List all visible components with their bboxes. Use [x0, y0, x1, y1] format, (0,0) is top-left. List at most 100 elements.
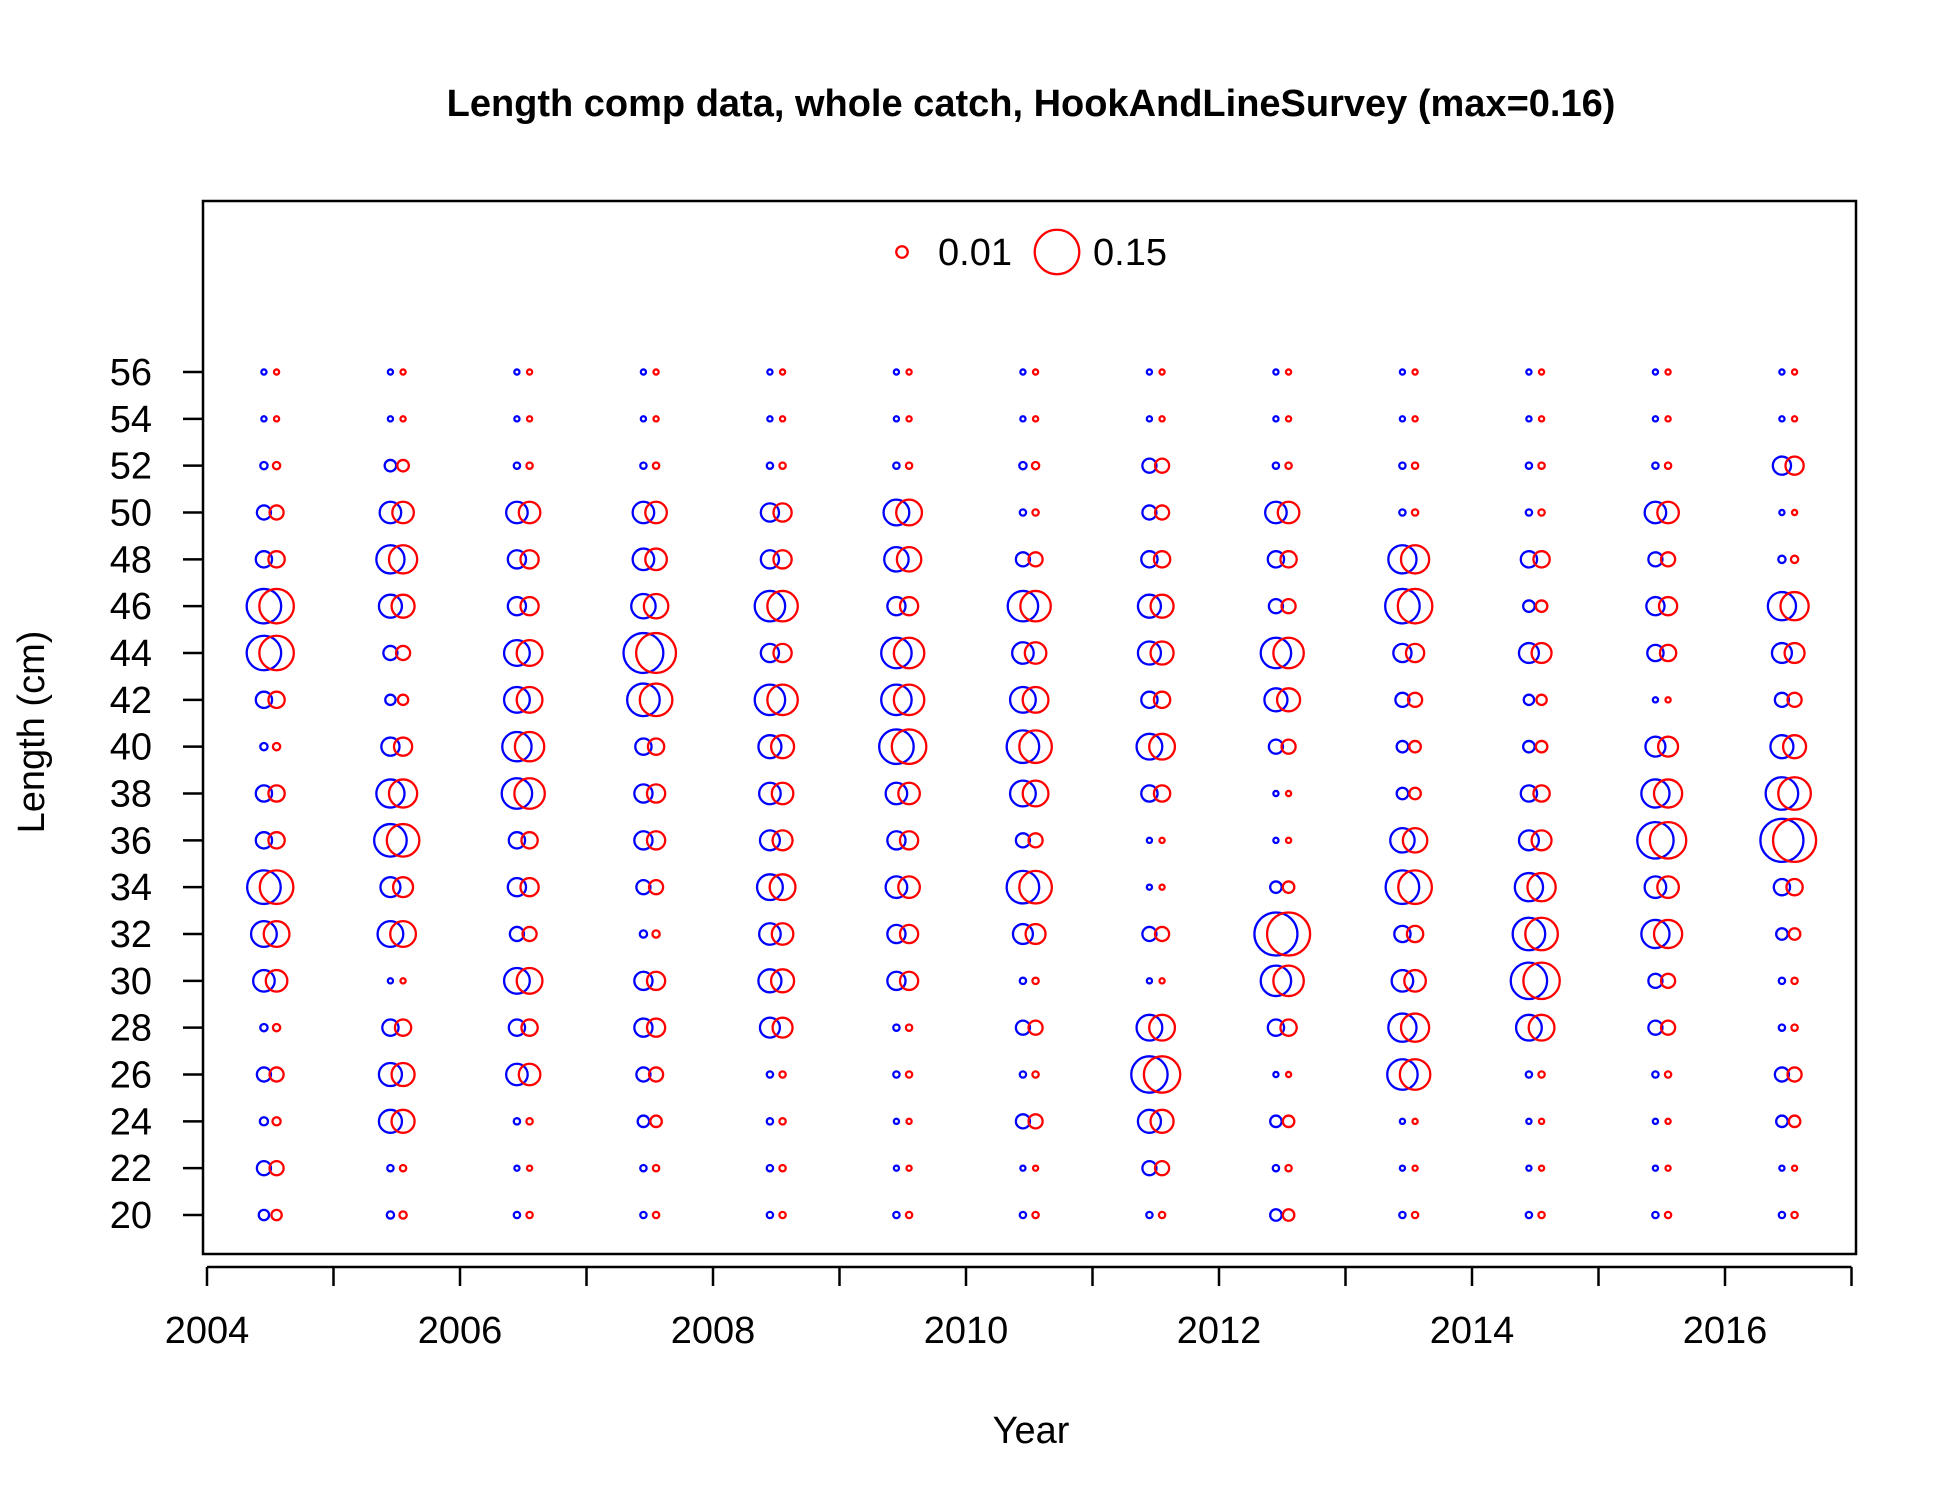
bubble-point: [1018, 729, 1053, 765]
bubble-point: [1149, 593, 1175, 619]
bubble-point: [905, 1164, 913, 1172]
bubble-point: [892, 1023, 901, 1032]
bubble-point: [1031, 976, 1040, 986]
bubble-point: [398, 1210, 408, 1220]
bubble-point: [1276, 500, 1301, 525]
bubble-point: [1778, 415, 1786, 423]
bubble-point: [1275, 687, 1302, 713]
bubble-point: [1651, 1164, 1660, 1172]
bubble-point: [1652, 918, 1684, 950]
bubble-point: [258, 1116, 270, 1127]
bubble-point: [778, 1210, 787, 1220]
bubble-point: [645, 1017, 667, 1038]
bubble-point: [379, 876, 402, 899]
bubble-point: [1525, 368, 1533, 376]
bubble-point: [1005, 729, 1041, 765]
bubble-point: [1279, 550, 1298, 569]
bubble-point: [505, 500, 529, 525]
bubble-point: [1145, 836, 1154, 845]
bubble-point: [768, 873, 797, 902]
bubble-point: [1023, 641, 1048, 665]
bubble-point: [1519, 550, 1539, 569]
y-tick-label: 36: [110, 820, 152, 862]
bubble-point: [506, 549, 528, 570]
bubble-point: [1272, 636, 1305, 670]
bubble-point: [778, 1070, 787, 1079]
chart-title: Length comp data, whole catch, HookAndLi…: [447, 83, 1616, 125]
bubble-point: [765, 1163, 775, 1173]
bubble-point: [1153, 1159, 1171, 1177]
bubble-point: [778, 368, 787, 376]
bubble-point: [1284, 415, 1293, 423]
bubble-point: [1778, 368, 1786, 376]
bubble-point: [898, 595, 920, 617]
bubble-point: [1152, 690, 1172, 710]
bubble-point: [1405, 924, 1425, 944]
bubble-point: [1656, 735, 1680, 758]
bubbles-layer: [245, 368, 1818, 1222]
bubble-point: [880, 683, 913, 717]
bubble-point: [1790, 415, 1799, 423]
bubble-point: [1772, 877, 1792, 897]
bubble-point: [1267, 597, 1285, 615]
bubble-point: [1659, 551, 1677, 568]
bubble-point: [766, 683, 799, 717]
bubble-point: [1411, 415, 1419, 423]
bubble-point: [778, 1163, 787, 1173]
bubble-point: [1517, 641, 1541, 665]
bubble-point: [1392, 642, 1413, 664]
bubble-point: [626, 682, 661, 718]
bubble-point: [1766, 590, 1798, 622]
bubble-point: [1401, 826, 1429, 854]
bubble-point: [772, 502, 793, 523]
bubble-point: [1031, 508, 1040, 517]
bubble-point: [1663, 461, 1673, 470]
bubble-point: [382, 644, 399, 662]
bubble-point: [759, 642, 781, 664]
bubble-point: [1651, 1210, 1660, 1220]
bubble-point: [393, 1018, 413, 1037]
bubble-point: [633, 970, 654, 992]
bubble-point: [1643, 500, 1668, 525]
bubble-point: [1524, 461, 1534, 470]
bubble-point: [1398, 1210, 1407, 1220]
bubble-point: [1779, 590, 1810, 622]
bubble-point: [633, 783, 654, 804]
legend-label: 0.01: [938, 232, 1012, 274]
y-tick-label: 38: [110, 774, 152, 816]
bubble-point: [513, 1164, 521, 1172]
bubble-point: [1537, 368, 1546, 376]
bubble-point: [1398, 1164, 1407, 1172]
bubble-point: [766, 368, 774, 376]
bubble-point: [506, 876, 528, 898]
y-tick-label: 34: [110, 867, 152, 909]
bubble-point: [272, 368, 281, 376]
bubble-point: [1272, 836, 1280, 845]
legend: 0.01 0.15: [895, 228, 1167, 276]
bubble-point: [652, 368, 660, 376]
bubble-point: [1031, 368, 1040, 376]
bubble-point: [651, 929, 661, 939]
bubble-point: [904, 461, 914, 470]
bubble-point: [1008, 685, 1037, 714]
bubble-point: [375, 778, 406, 809]
bubble-point: [765, 1210, 775, 1220]
bubble-point: [892, 1117, 901, 1126]
bubble-point: [1525, 415, 1533, 423]
bubble-point: [1398, 461, 1407, 470]
bubble-point: [892, 368, 901, 376]
bubble-point: [271, 1022, 282, 1033]
bubble-point: [1014, 551, 1032, 568]
bubble-point: [377, 593, 404, 619]
bubble-point: [905, 415, 913, 423]
bubble-point: [645, 830, 667, 851]
bubble-point: [525, 1117, 534, 1126]
bubble-point: [1525, 1117, 1533, 1126]
bubble-point: [1524, 1210, 1534, 1220]
bubble-point: [1410, 461, 1420, 470]
bubble-point: [647, 878, 665, 896]
bubble-point: [639, 461, 648, 470]
bubble-point: [1537, 461, 1546, 470]
bubble-point: [886, 970, 907, 992]
bubble-point: [258, 587, 295, 625]
